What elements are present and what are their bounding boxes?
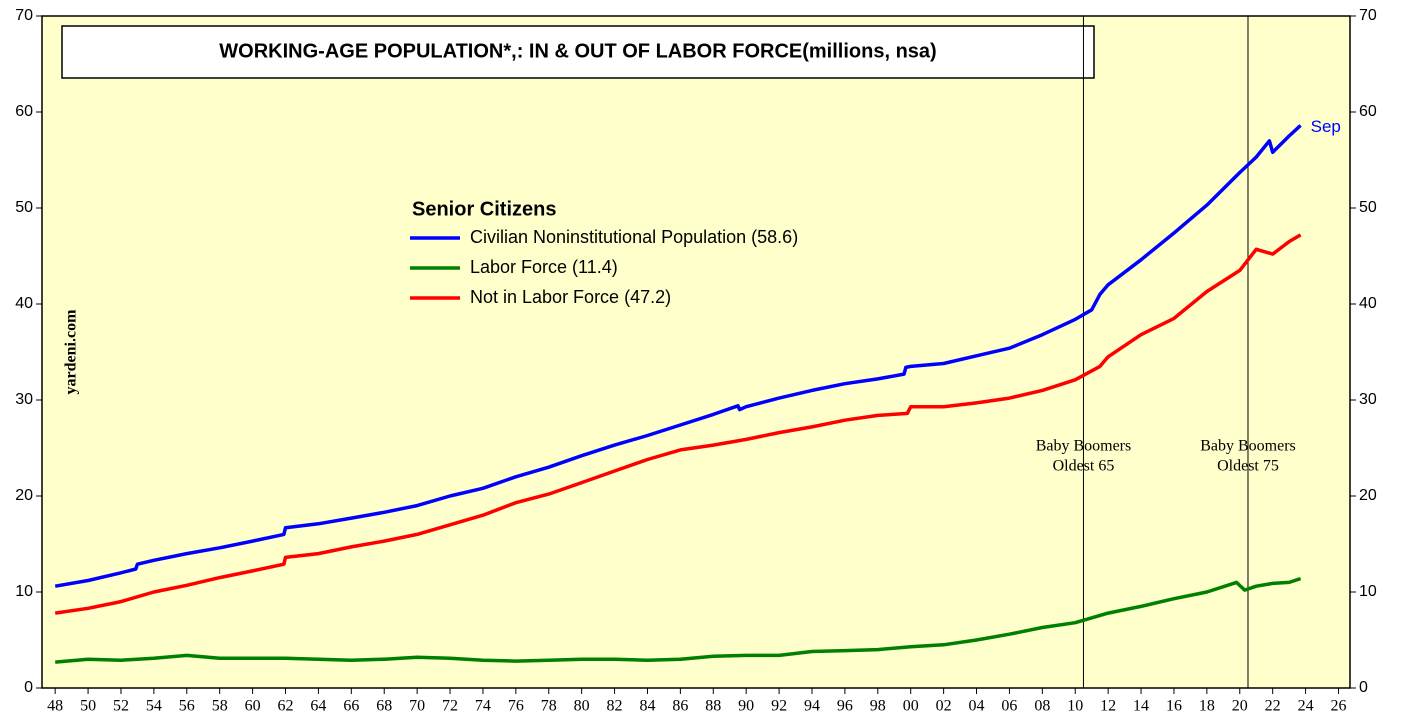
- title-box: [61, 25, 1095, 79]
- series-line: [54, 233, 1302, 615]
- source: yardeni.com: [63, 309, 80, 395]
- x-tick-label: 22: [1265, 698, 1281, 715]
- x-tick-label: 24: [1298, 698, 1314, 715]
- x-tick-label: 54: [146, 698, 162, 715]
- legend-title: Senior Citizens: [412, 198, 556, 220]
- x-tick-label: 66: [343, 698, 359, 715]
- x-tick-label: 06: [1001, 698, 1017, 715]
- annotation: Oldest 65: [1053, 458, 1115, 475]
- y2-tick-label: 30: [1359, 391, 1377, 408]
- x-tick-label: 48: [47, 698, 63, 715]
- legend-label: Civilian Noninstitutional Population (58…: [470, 227, 798, 247]
- x-tick-label: 74: [475, 698, 491, 715]
- chart-title: WORKING-AGE POPULATION*,: IN & OUT OF LA…: [219, 40, 936, 62]
- y-tick-label: 60: [15, 103, 33, 120]
- annotation: Oldest 75: [1217, 458, 1279, 475]
- x-tick-label: 52: [113, 698, 129, 715]
- x-tick-label: 00: [903, 698, 919, 715]
- series-line: [54, 124, 1302, 588]
- x-tick-label: 70: [409, 698, 425, 715]
- x-tick-label: 14: [1133, 698, 1149, 715]
- y-tick-label: 0: [24, 679, 33, 696]
- x-tick-label: 64: [310, 698, 326, 715]
- x-tick-label: 58: [212, 698, 228, 715]
- x-tick-label: 18: [1199, 698, 1215, 715]
- annotation: Baby Boomers: [1036, 438, 1132, 455]
- end-label: Sep: [1311, 117, 1341, 136]
- x-tick-label: 20: [1232, 698, 1248, 715]
- x-tick-label: 02: [936, 698, 952, 715]
- x-tick-label: 90: [738, 698, 754, 715]
- x-tick-label: 84: [639, 698, 655, 715]
- x-tick-label: 10: [1067, 698, 1083, 715]
- x-tick-label: 92: [771, 698, 787, 715]
- x-tick-label: 82: [607, 698, 623, 715]
- y-tick-label: 50: [15, 199, 33, 216]
- x-tick-label: 76: [508, 698, 524, 715]
- x-tick-label: 88: [705, 698, 721, 715]
- y-tick-label: 70: [15, 7, 33, 24]
- x-tick-label: 50: [80, 698, 96, 715]
- y2-tick-label: 70: [1359, 7, 1377, 24]
- x-tick-label: 56: [179, 698, 195, 715]
- x-tick-label: 04: [969, 698, 985, 715]
- x-tick-label: 62: [278, 698, 294, 715]
- x-tick-label: 94: [804, 698, 820, 715]
- y-tick-label: 30: [15, 391, 33, 408]
- y2-tick-label: 50: [1359, 199, 1377, 216]
- x-tick-label: 16: [1166, 698, 1182, 715]
- y-tick-label: 10: [15, 583, 33, 600]
- x-tick-label: 12: [1100, 698, 1116, 715]
- x-tick-label: 98: [870, 698, 886, 715]
- y2-tick-label: 10: [1359, 583, 1377, 600]
- y-tick-label: 40: [15, 295, 33, 312]
- y2-tick-label: 0: [1359, 679, 1368, 696]
- legend-label: Not in Labor Force (47.2): [470, 287, 671, 307]
- y2-tick-label: 40: [1359, 295, 1377, 312]
- x-tick-label: 78: [541, 698, 557, 715]
- x-tick-label: 72: [442, 698, 458, 715]
- annotation: Baby Boomers: [1200, 438, 1296, 455]
- x-tick-label: 86: [672, 698, 688, 715]
- series-line: [55, 576, 1302, 664]
- y-tick-label: 20: [15, 487, 33, 504]
- x-tick-label: 26: [1330, 698, 1346, 715]
- x-tick-label: 68: [376, 698, 392, 715]
- x-tick-label: 96: [837, 698, 853, 715]
- y2-tick-label: 20: [1359, 487, 1377, 504]
- legend-label: Labor Force (11.4): [470, 257, 618, 277]
- plot-area: [41, 15, 1351, 689]
- x-tick-label: 80: [574, 698, 590, 715]
- y2-tick-label: 60: [1359, 103, 1377, 120]
- x-tick-label: 60: [245, 698, 261, 715]
- x-tick-label: 08: [1034, 698, 1050, 715]
